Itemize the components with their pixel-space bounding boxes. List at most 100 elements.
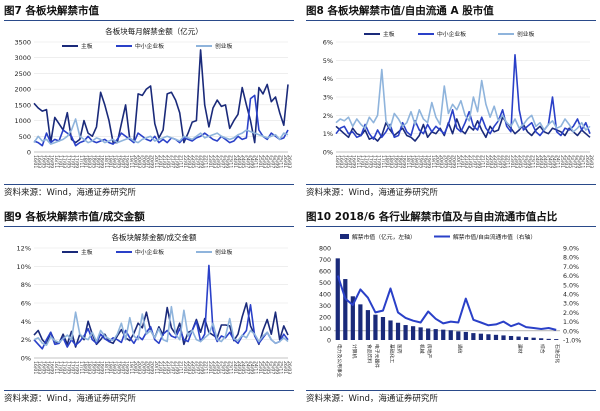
x-tick-label: 机械: [419, 344, 426, 354]
x-tick-label: 22/03: [186, 361, 192, 374]
x-tick-label: 25/11: [278, 155, 284, 168]
bar: [501, 335, 506, 340]
x-tick-label: 16/09: [49, 155, 55, 168]
y-right-tick-label: 6.0%: [563, 273, 579, 280]
y-right-tick-label: 2.0%: [563, 310, 579, 317]
x-tick-label: 20/11: [153, 361, 159, 374]
y-left-tick-label: 400: [319, 292, 331, 299]
bar: [358, 304, 363, 340]
x-tick-label: 综合: [539, 344, 546, 354]
y-left-tick-label: 0: [327, 338, 331, 345]
x-tick-label: 24/01: [232, 361, 238, 374]
y-tick-label: 4%: [21, 318, 31, 326]
x-tick-label: 21/07: [169, 155, 175, 168]
y-tick-label: 2%: [21, 336, 31, 344]
x-tick-label: 16/03: [36, 155, 42, 168]
chart-title: 各板块每月解禁金额（亿元）: [105, 26, 203, 36]
x-tick-label: 通信: [456, 344, 463, 354]
y-tick-label: 12%: [17, 245, 31, 253]
x-tick-label: 20/01: [132, 361, 138, 374]
x-tick-label: 24/09: [249, 361, 255, 374]
x-tick-label: 16/07: [44, 155, 50, 168]
x-tick-label: 16/09: [49, 361, 55, 374]
x-tick-label: 21/09: [174, 361, 180, 374]
series-line-2: [33, 305, 289, 346]
x-tick-label: 24/01: [232, 155, 238, 168]
x-tick-label: 19/05: [417, 155, 423, 168]
y-tick-label: 6%: [21, 300, 31, 308]
x-tick-label: 18/03: [86, 155, 92, 168]
x-tick-label: 24/07: [244, 155, 250, 168]
x-tick-label: 22/05: [190, 361, 196, 374]
bar: [380, 317, 386, 340]
bar: [516, 336, 521, 340]
y-tick-label: 4%: [323, 75, 333, 83]
x-tick-label: 23/05: [215, 155, 221, 168]
x-tick-label: 23/07: [219, 155, 225, 168]
x-tick-label: 17/11: [78, 361, 84, 374]
x-tick-label: 26/03: [286, 361, 292, 374]
y-tick-label: 500: [19, 133, 31, 141]
x-tick-label: 17/09: [74, 155, 80, 168]
bar: [433, 329, 438, 340]
x-tick-label: 19/05: [115, 361, 121, 374]
bar: [441, 329, 446, 340]
x-tick-label: 17/09: [376, 155, 382, 168]
x-tick-label: 23/01: [207, 155, 213, 168]
x-tick-label: 25/03: [261, 155, 267, 168]
x-tick-label: 建材: [517, 344, 524, 354]
x-tick-label: 18/05: [90, 155, 96, 168]
x-tick-label: 16/09: [351, 155, 357, 168]
x-tick-label: 25/07: [269, 155, 275, 168]
x-tick-label: 21/11: [178, 155, 184, 168]
x-tick-label: 23/05: [517, 155, 523, 168]
y-left-tick-label: 500: [319, 280, 331, 287]
x-tick-label: 25/09: [576, 155, 582, 168]
x-tick-label: 16/07: [44, 361, 50, 374]
series-line-2: [33, 118, 289, 145]
x-tick-label: 25/05: [265, 361, 271, 374]
x-tick-label: 16/05: [342, 155, 348, 168]
x-tick-label: 24/11: [555, 155, 561, 168]
x-tick-label: 19/03: [111, 155, 117, 168]
y-right-tick-label: 1.0%: [563, 319, 579, 326]
y-tick-label: 5%: [323, 57, 333, 65]
y-right-tick-label: 3.0%: [563, 301, 579, 308]
x-tick-label: 21/05: [165, 155, 171, 168]
bar: [471, 333, 476, 340]
x-tick-label: 24/11: [253, 361, 259, 374]
x-tick-label: 17/09: [74, 361, 80, 374]
legend-label: 创业板: [215, 248, 233, 256]
x-tick-label: 21/01: [459, 155, 465, 168]
x-tick-label: 21/03: [463, 155, 469, 168]
x-tick-label: 24/05: [240, 361, 246, 374]
x-tick-label: 20/09: [451, 155, 457, 168]
ratio-line: [336, 275, 557, 331]
x-tick-label: 电子元器件: [373, 344, 380, 368]
x-tick-label: 23/03: [211, 155, 217, 168]
y-left-tick-label: 200: [319, 315, 331, 322]
bar: [531, 337, 536, 340]
x-tick-label: 26/03: [588, 155, 594, 168]
x-tick-label: 21/03: [161, 155, 167, 168]
x-tick-label: 26/01: [282, 361, 288, 374]
y-left-tick-label: 800: [319, 246, 331, 253]
x-tick-label: 25/09: [274, 361, 280, 374]
x-tick-label: 22/01: [182, 155, 188, 168]
x-tick-label: 24/11: [253, 155, 259, 168]
x-tick-label: 16/05: [40, 361, 46, 374]
chart-title: 各板块解禁金额/成交金额: [111, 232, 197, 242]
x-tick-label: 22/11: [203, 361, 209, 374]
x-tick-label: 23/07: [219, 361, 225, 374]
x-tick-label: 25/01: [559, 155, 565, 168]
y-tick-label: 0: [27, 149, 31, 157]
x-tick-label: 20/01: [434, 155, 440, 168]
legend-label: 中小企业板: [135, 248, 164, 256]
x-tick-label: 18/03: [86, 361, 92, 374]
x-tick-label: 17/07: [371, 155, 377, 168]
x-tick-label: 22/09: [199, 361, 205, 374]
figure-9-header: 图9 各板块解禁市值/成交金额: [4, 208, 294, 227]
bar: [426, 328, 431, 340]
x-tick-label: 18/01: [384, 155, 390, 168]
x-tick-label: 医药: [396, 344, 403, 354]
